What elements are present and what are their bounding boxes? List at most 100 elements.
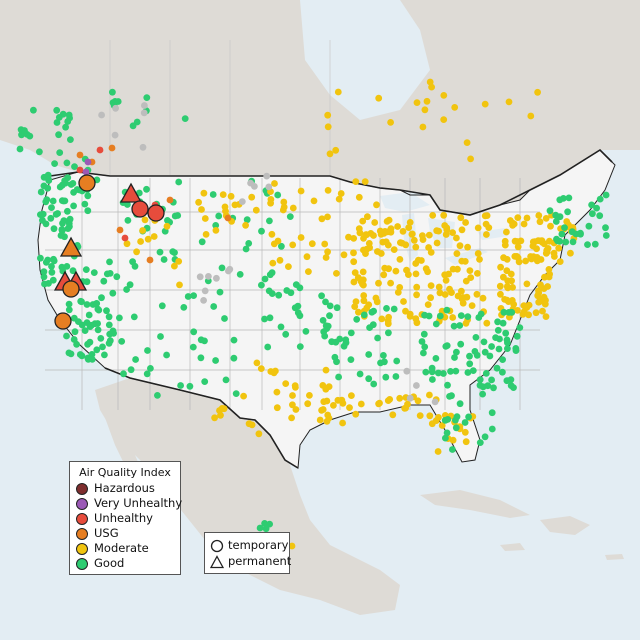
good-monitor: [103, 307, 110, 315]
good-monitor: [143, 94, 151, 101]
good-monitor: [274, 191, 282, 199]
moderate-monitor: [359, 217, 367, 225]
moderate-monitor: [398, 239, 406, 247]
good-monitor: [101, 351, 108, 359]
moderate-monitor: [535, 289, 543, 297]
good-monitor: [126, 281, 134, 289]
moderate-monitor: [535, 298, 543, 306]
good-monitor: [381, 358, 388, 366]
good-monitor: [418, 338, 426, 345]
moderate-monitor: [269, 259, 277, 267]
moderate-monitor: [500, 273, 507, 281]
moderate-monitor: [468, 302, 476, 309]
moderate-monitor: [282, 380, 290, 387]
good-monitor: [76, 351, 84, 358]
moderate-monitor: [381, 264, 389, 272]
good-monitor: [420, 330, 428, 338]
moderate-monitor: [433, 239, 441, 247]
moderate-monitor: [497, 263, 504, 271]
moderate-monitor: [483, 231, 490, 238]
moderate-monitor: [289, 401, 296, 409]
nodata-monitor: [265, 183, 273, 191]
temporary-monitor-marker: [62, 280, 80, 298]
good-monitor: [320, 328, 328, 336]
moderate-monitor: [364, 213, 371, 221]
moderate-monitor: [461, 258, 469, 265]
moderate-monitor: [527, 112, 535, 120]
moderate-monitor: [360, 292, 368, 299]
good-monitor: [444, 381, 451, 389]
good-monitor: [67, 136, 74, 144]
good-monitor: [558, 230, 566, 238]
good-monitor: [160, 256, 168, 263]
moderate-monitor: [405, 224, 413, 232]
moderate-monitor: [505, 98, 513, 106]
good-monitor: [505, 309, 513, 316]
good-monitor: [513, 332, 521, 340]
good-monitor: [353, 316, 361, 323]
good-monitor: [335, 373, 342, 381]
good-monitor: [51, 160, 58, 168]
good-monitor: [380, 352, 387, 359]
monitor-type-legend: temporary permanent: [204, 532, 291, 574]
moderate-monitor: [340, 251, 348, 259]
moderate-monitor: [330, 402, 337, 409]
good-monitor: [453, 348, 460, 356]
moderate-monitor: [396, 394, 404, 402]
good-monitor: [365, 375, 373, 383]
moderate-monitor: [432, 417, 440, 424]
good-monitor: [44, 171, 52, 179]
moderate-monitor: [321, 240, 329, 248]
moderate-monitor: [503, 267, 511, 275]
good-monitor: [488, 425, 496, 433]
moderate-monitor: [536, 237, 544, 245]
good-monitor: [95, 306, 103, 314]
moderate-monitor: [547, 222, 554, 230]
good-monitor: [356, 370, 364, 378]
moderate-monitor: [451, 104, 459, 111]
unhealthy-monitor: [76, 166, 84, 174]
good-monitor: [499, 356, 506, 363]
moderate-monitor: [285, 263, 292, 270]
nodata-monitor: [139, 143, 147, 151]
moderate-monitor: [253, 359, 261, 367]
moderate-monitor: [503, 256, 511, 263]
good-monitor: [286, 213, 294, 221]
good-monitor: [86, 338, 94, 346]
moderate-monitor: [377, 231, 385, 238]
good-monitor: [245, 240, 253, 247]
moderate-monitor: [428, 83, 435, 91]
good-monitor: [133, 118, 141, 126]
good-monitor: [103, 270, 111, 278]
moderate-monitor: [257, 365, 265, 372]
circle-icon: [210, 539, 224, 553]
moderate-monitor: [535, 212, 543, 219]
moderate-monitor: [389, 411, 397, 419]
moderate-monitor: [464, 243, 471, 251]
good-monitor: [52, 210, 60, 218]
good-monitor: [143, 185, 150, 193]
good-monitor: [450, 322, 458, 330]
good-monitor: [602, 232, 610, 239]
good-monitor: [82, 266, 90, 273]
moderate-monitor: [171, 262, 178, 270]
good-monitor: [443, 429, 451, 437]
moderate-monitor: [402, 404, 409, 412]
moderate-monitor: [305, 268, 312, 275]
good-monitor: [53, 106, 61, 114]
moderate-monitor: [365, 301, 373, 309]
nodata-monitor: [205, 273, 212, 280]
moderate-monitor: [141, 216, 149, 224]
moderate-monitor: [433, 227, 441, 235]
good-monitor: [556, 196, 564, 204]
good-monitor: [266, 217, 273, 225]
usg-monitor: [224, 214, 232, 222]
good-monitor: [472, 334, 480, 341]
good-monitor: [48, 204, 55, 212]
good-monitor: [449, 446, 456, 453]
good-monitor: [585, 222, 593, 230]
nodata-monitor: [111, 131, 119, 139]
moderate-monitor: [542, 215, 550, 222]
good-monitor: [84, 207, 92, 215]
good-monitor: [294, 302, 302, 310]
